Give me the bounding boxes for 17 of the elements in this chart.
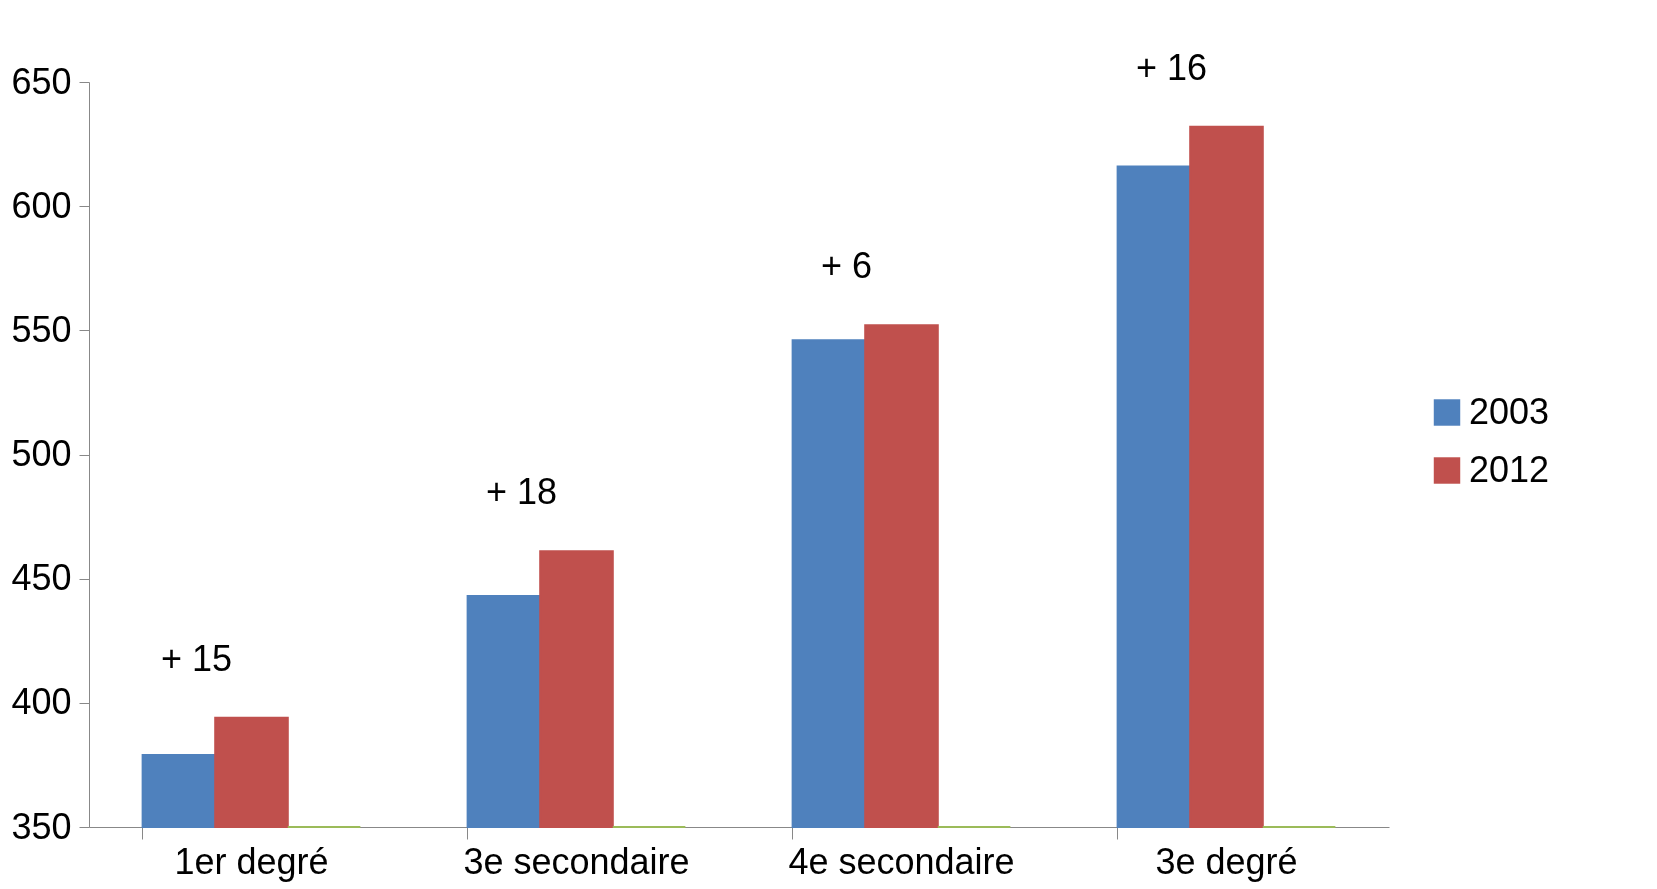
annotation: + 16 [1135,46,1208,88]
y-tick-label: 350 [11,805,72,847]
y-tick-label: 500 [11,433,72,474]
x-tick-label: 1er degré [174,840,329,882]
annotation: + 18 [485,471,558,513]
y-tick-label: 650 [11,60,72,102]
legend-label: 2012 [1469,448,1550,490]
y-tick-label: 450 [11,557,72,599]
x-tick-label: 4e secondaire [788,840,1015,882]
legend-label: 2003 [1469,390,1550,432]
y-tick-label: 400 [11,681,72,723]
x-tick-label: 3e secondaire [463,840,690,882]
x-tick-label: 3e degré [1155,840,1298,882]
y-tick-label: 550 [11,308,72,350]
y-tick-label: 600 [11,184,72,226]
annotation: + 15 [160,637,233,679]
annotation: + 6 [820,245,873,287]
